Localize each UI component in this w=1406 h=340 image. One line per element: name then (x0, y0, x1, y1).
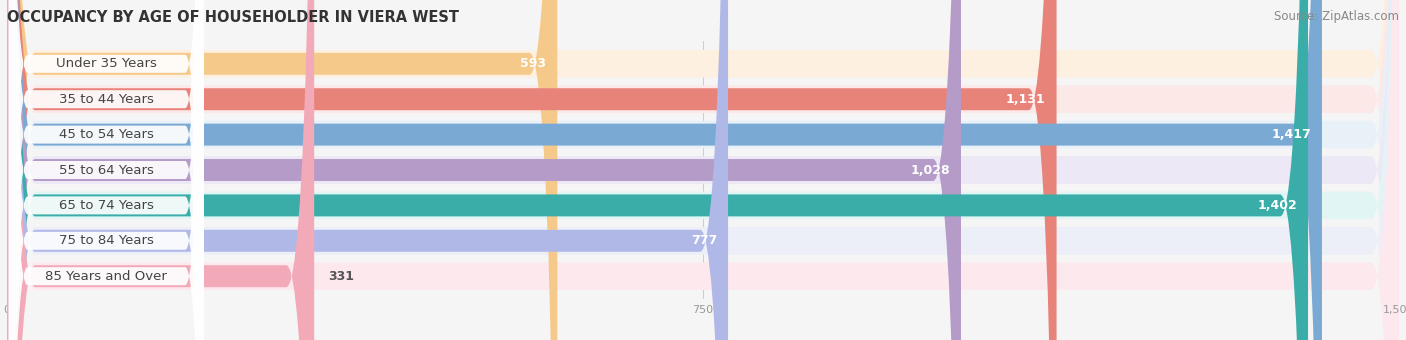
FancyBboxPatch shape (7, 0, 1399, 340)
Text: Source: ZipAtlas.com: Source: ZipAtlas.com (1274, 10, 1399, 23)
Text: 777: 777 (690, 234, 717, 247)
Text: 75 to 84 Years: 75 to 84 Years (59, 234, 153, 247)
Text: 85 Years and Over: 85 Years and Over (45, 270, 167, 283)
Text: OCCUPANCY BY AGE OF HOUSEHOLDER IN VIERA WEST: OCCUPANCY BY AGE OF HOUSEHOLDER IN VIERA… (7, 10, 458, 25)
FancyBboxPatch shape (8, 0, 204, 340)
FancyBboxPatch shape (7, 0, 314, 340)
FancyBboxPatch shape (7, 0, 1322, 340)
Text: 331: 331 (328, 270, 354, 283)
Text: 35 to 44 Years: 35 to 44 Years (59, 93, 153, 106)
FancyBboxPatch shape (8, 0, 204, 340)
FancyBboxPatch shape (7, 0, 1056, 340)
FancyBboxPatch shape (7, 0, 1399, 340)
FancyBboxPatch shape (7, 0, 1399, 340)
FancyBboxPatch shape (7, 0, 1308, 340)
FancyBboxPatch shape (8, 0, 204, 340)
FancyBboxPatch shape (7, 0, 1399, 340)
Text: Under 35 Years: Under 35 Years (56, 57, 156, 70)
FancyBboxPatch shape (7, 0, 1399, 340)
FancyBboxPatch shape (7, 0, 960, 340)
Text: 1,131: 1,131 (1005, 93, 1046, 106)
Text: 1,028: 1,028 (910, 164, 950, 176)
Text: 1,402: 1,402 (1257, 199, 1296, 212)
Text: 593: 593 (520, 57, 546, 70)
Text: 65 to 74 Years: 65 to 74 Years (59, 199, 153, 212)
FancyBboxPatch shape (8, 0, 204, 340)
Text: 55 to 64 Years: 55 to 64 Years (59, 164, 153, 176)
FancyBboxPatch shape (7, 0, 728, 340)
FancyBboxPatch shape (7, 0, 1399, 340)
FancyBboxPatch shape (8, 0, 204, 340)
FancyBboxPatch shape (8, 0, 204, 340)
FancyBboxPatch shape (7, 0, 1399, 340)
FancyBboxPatch shape (7, 0, 557, 340)
Text: 1,417: 1,417 (1271, 128, 1310, 141)
FancyBboxPatch shape (8, 0, 204, 340)
Text: 45 to 54 Years: 45 to 54 Years (59, 128, 153, 141)
